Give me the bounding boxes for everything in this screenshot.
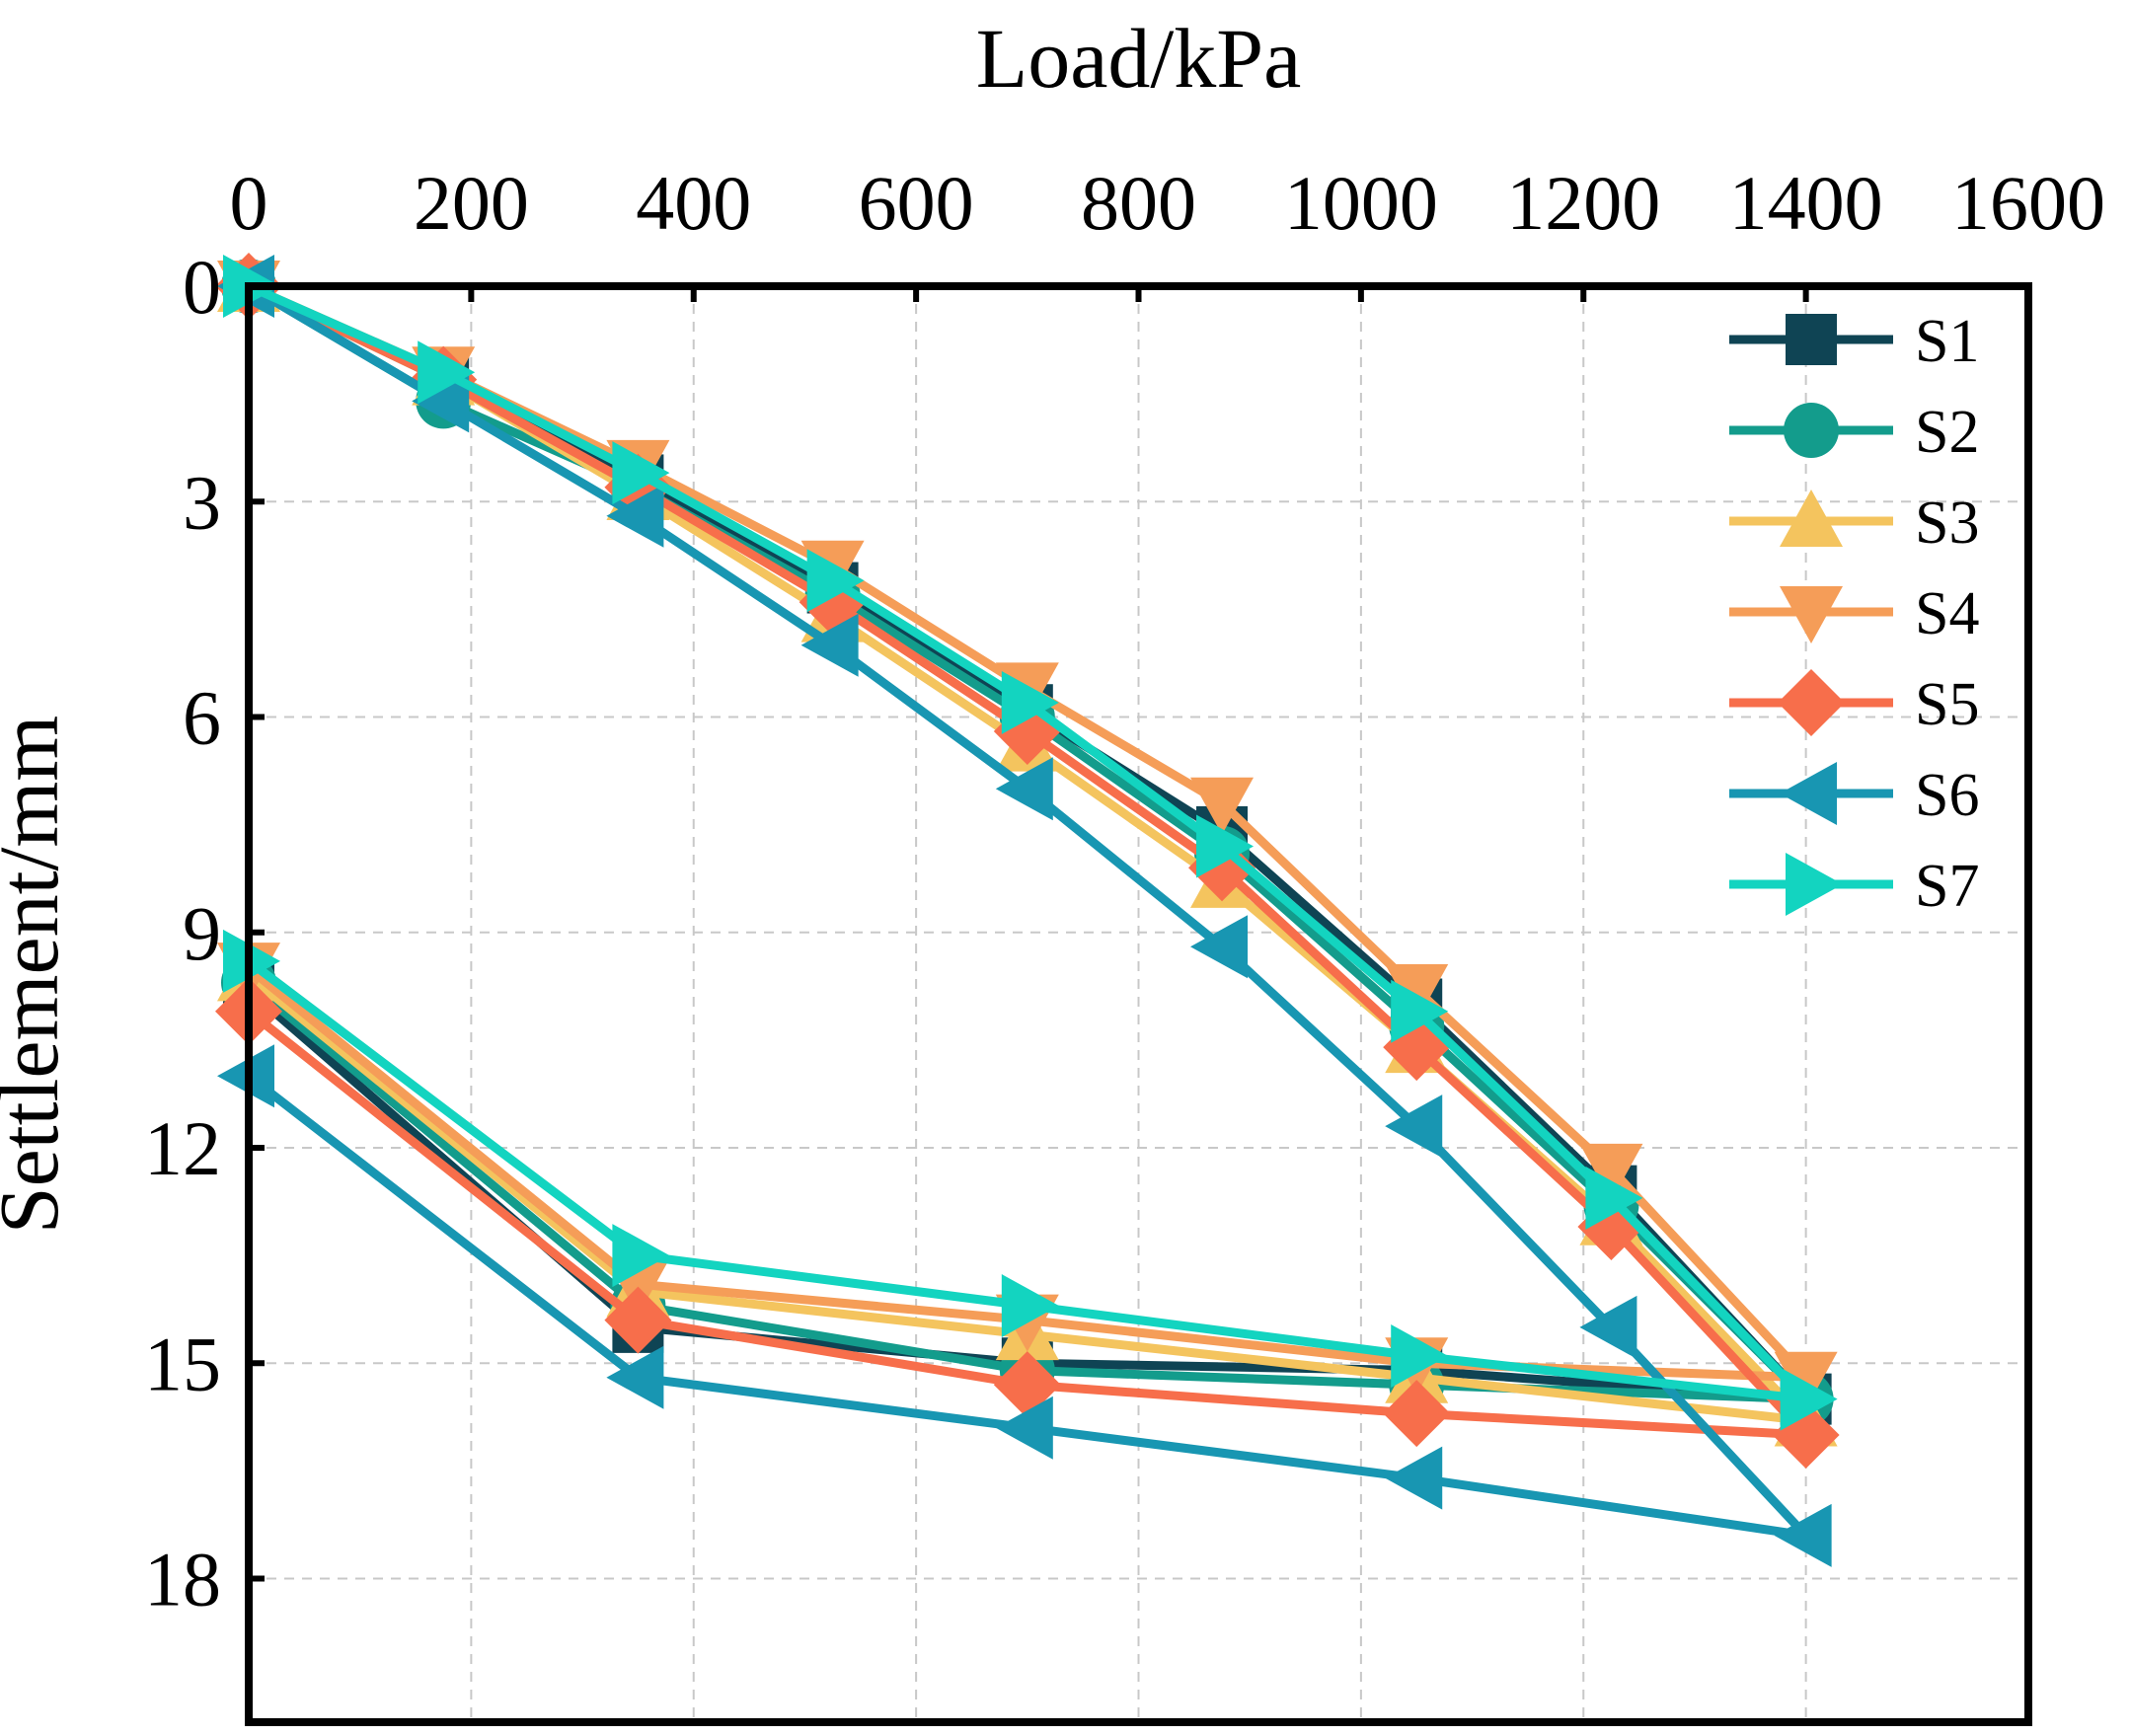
legend-item-s2: S2 xyxy=(1729,399,1979,466)
data-point-s7 xyxy=(1196,814,1255,878)
series-group xyxy=(215,253,1840,1567)
series-s7 xyxy=(223,255,1838,1431)
legend-label: S2 xyxy=(1915,399,1979,466)
data-point-s7 xyxy=(612,441,670,505)
data-point-s6 xyxy=(995,1396,1053,1460)
data-point-s6 xyxy=(1190,915,1249,979)
legend-marker xyxy=(1780,586,1843,643)
series-line-s7 xyxy=(246,281,1811,1404)
data-point-s6 xyxy=(1385,1094,1443,1159)
data-point-s6 xyxy=(800,613,859,677)
data-point-s7 xyxy=(612,1224,670,1288)
series-line-s5 xyxy=(246,281,1811,1440)
data-point-s7 xyxy=(1585,1166,1643,1230)
grid-lines xyxy=(249,286,2028,1722)
series-line-s3 xyxy=(246,281,1811,1425)
x-tick-label: 1400 xyxy=(1729,160,1883,246)
data-point-s5 xyxy=(1383,1380,1451,1448)
data-point-s5 xyxy=(604,1286,672,1354)
series-s1 xyxy=(223,261,1832,1425)
y-tick-label: 12 xyxy=(144,1105,221,1191)
legend-item-s5: S5 xyxy=(1729,669,1979,738)
y-tick-label: 6 xyxy=(183,675,221,761)
series-line-s4 xyxy=(246,281,1811,1383)
x-tick-label: 200 xyxy=(414,160,529,246)
data-point-s7 xyxy=(418,340,476,405)
legend-marker xyxy=(1786,314,1837,365)
x-tick-label: 1000 xyxy=(1284,160,1438,246)
y-tick-label: 15 xyxy=(144,1321,221,1406)
y-tick-label: 0 xyxy=(183,244,221,330)
data-point-s6 xyxy=(412,369,470,433)
y-tick-label: 9 xyxy=(183,890,221,976)
data-point-s7 xyxy=(806,549,865,613)
legend-marker xyxy=(1780,762,1837,825)
data-point-s7 xyxy=(1001,670,1059,734)
series-line-s1 xyxy=(246,281,1811,1404)
x-tick-label: 1600 xyxy=(1951,160,2105,246)
data-point-s7 xyxy=(1001,1274,1059,1338)
x-tick-label: 400 xyxy=(636,160,751,246)
y-axis-title: Settlement/mm xyxy=(0,716,76,1235)
data-point-s6 xyxy=(1579,1295,1637,1359)
legend: S1 S2 S3 S4 S5 S6 S7 xyxy=(1729,308,1979,920)
legend-label: S5 xyxy=(1915,671,1979,738)
data-point-s7 xyxy=(1780,1367,1838,1431)
series-s3 xyxy=(217,255,1838,1447)
data-point-s7 xyxy=(1391,1323,1449,1388)
data-point-s6 xyxy=(995,757,1053,821)
y-tick-label: 3 xyxy=(183,459,221,545)
x-tick-label: 1200 xyxy=(1506,160,1660,246)
legend-marker xyxy=(1786,853,1843,916)
data-point-s6 xyxy=(1774,1503,1832,1567)
legend-label: S1 xyxy=(1915,308,1979,375)
x-axis-title: Load/kPa xyxy=(976,11,1302,106)
legend-label: S4 xyxy=(1915,580,1979,647)
data-point-s6 xyxy=(1385,1446,1443,1510)
x-tick-label: 600 xyxy=(859,160,974,246)
legend-item-s6: S6 xyxy=(1729,762,1979,829)
axis-ticks: 0 200 400 600 800 1000 1200 1400 1600 0 3 6 9 12 15 18 xyxy=(144,160,2105,1623)
series-line-s2 xyxy=(246,282,1811,1404)
legend-label: S3 xyxy=(1915,490,1979,557)
legend-item-s4: S4 xyxy=(1729,580,1979,647)
legend-marker xyxy=(1780,490,1843,547)
data-point-s6 xyxy=(606,484,664,548)
series-s2 xyxy=(221,259,1834,1427)
legend-item-s7: S7 xyxy=(1729,853,1979,920)
legend-label: S7 xyxy=(1915,853,1979,920)
legend-item-s3: S3 xyxy=(1729,490,1979,557)
data-point-s4 xyxy=(1190,777,1255,835)
data-point-s4 xyxy=(1579,1143,1643,1201)
data-point-s7 xyxy=(1391,979,1449,1043)
data-point-s4 xyxy=(1774,1351,1838,1409)
y-tick-label: 18 xyxy=(144,1537,221,1623)
x-tick-label: 800 xyxy=(1081,160,1196,246)
series-s5 xyxy=(215,253,1840,1469)
x-tick-label: 0 xyxy=(230,160,268,246)
legend-item-s1: S1 xyxy=(1729,308,1979,375)
data-point-s6 xyxy=(606,1345,664,1409)
legend-marker xyxy=(1778,669,1845,736)
series-s6 xyxy=(217,255,1832,1567)
legend-marker xyxy=(1784,403,1839,458)
legend-label: S6 xyxy=(1915,762,1979,829)
data-point-s4 xyxy=(1385,963,1449,1021)
